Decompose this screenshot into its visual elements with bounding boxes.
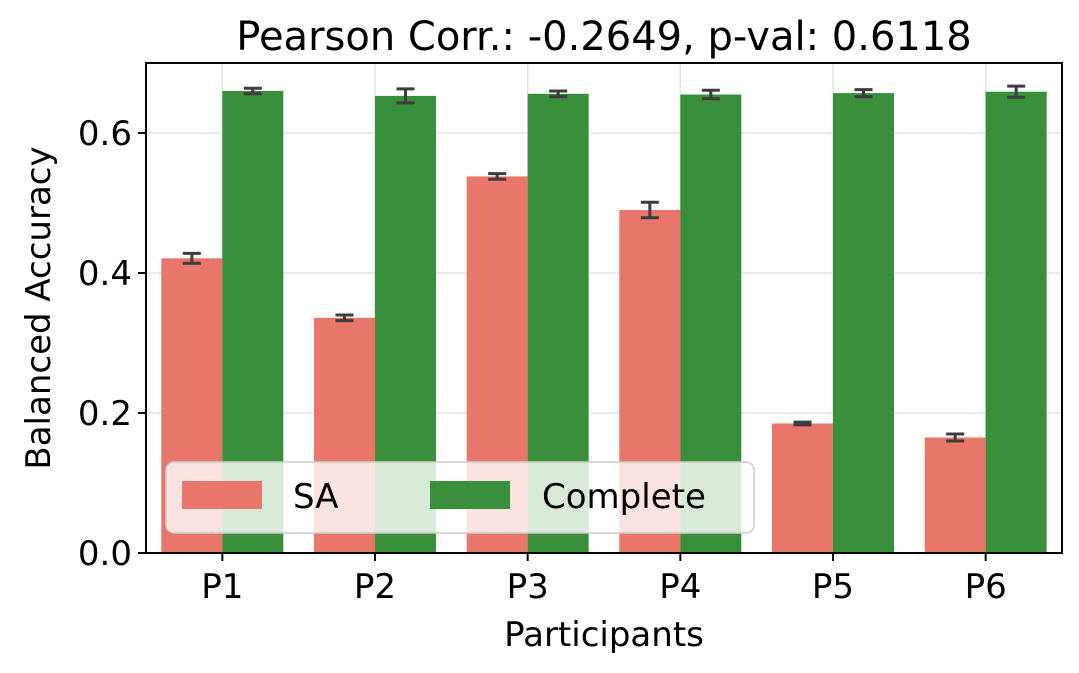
legend-label-sa: SA <box>293 477 338 517</box>
y-tick-label: 0.0 <box>78 534 132 574</box>
error-bars <box>182 84 1026 443</box>
y-tick-label: 0.6 <box>78 114 132 154</box>
legend-swatch-sa <box>182 481 262 509</box>
y-tick-label: 0.2 <box>78 394 132 434</box>
bar-sa-p5 <box>772 423 833 553</box>
bar-complete-p5 <box>833 93 894 553</box>
y-tick-label: 0.4 <box>78 254 132 294</box>
x-tick-label: P2 <box>354 567 396 607</box>
x-tick-label: P4 <box>659 567 701 607</box>
x-tick-label: P1 <box>201 567 243 607</box>
x-tick-label: P6 <box>965 567 1007 607</box>
y-axis-label: Balanced Accuracy <box>19 146 59 469</box>
plot-frame <box>145 62 1063 554</box>
x-tick-label: P5 <box>812 567 854 607</box>
y-axis-ticks: 0.0 0.2 0.4 0.6 <box>78 114 146 574</box>
legend-label-complete: Complete <box>542 477 706 517</box>
chart-title: Pearson Corr.: -0.2649, p-val: 0.6118 <box>236 14 972 60</box>
legend: SA Complete <box>165 461 755 534</box>
legend-swatch-complete <box>430 481 510 509</box>
x-axis-label: Participants <box>504 615 704 655</box>
bar-complete-p6 <box>985 91 1047 553</box>
x-tick-label: P3 <box>507 567 549 607</box>
bar-sa-p6 <box>924 437 986 553</box>
x-axis-ticks: P1 P2 P3 P4 P5 P6 <box>201 553 1007 607</box>
